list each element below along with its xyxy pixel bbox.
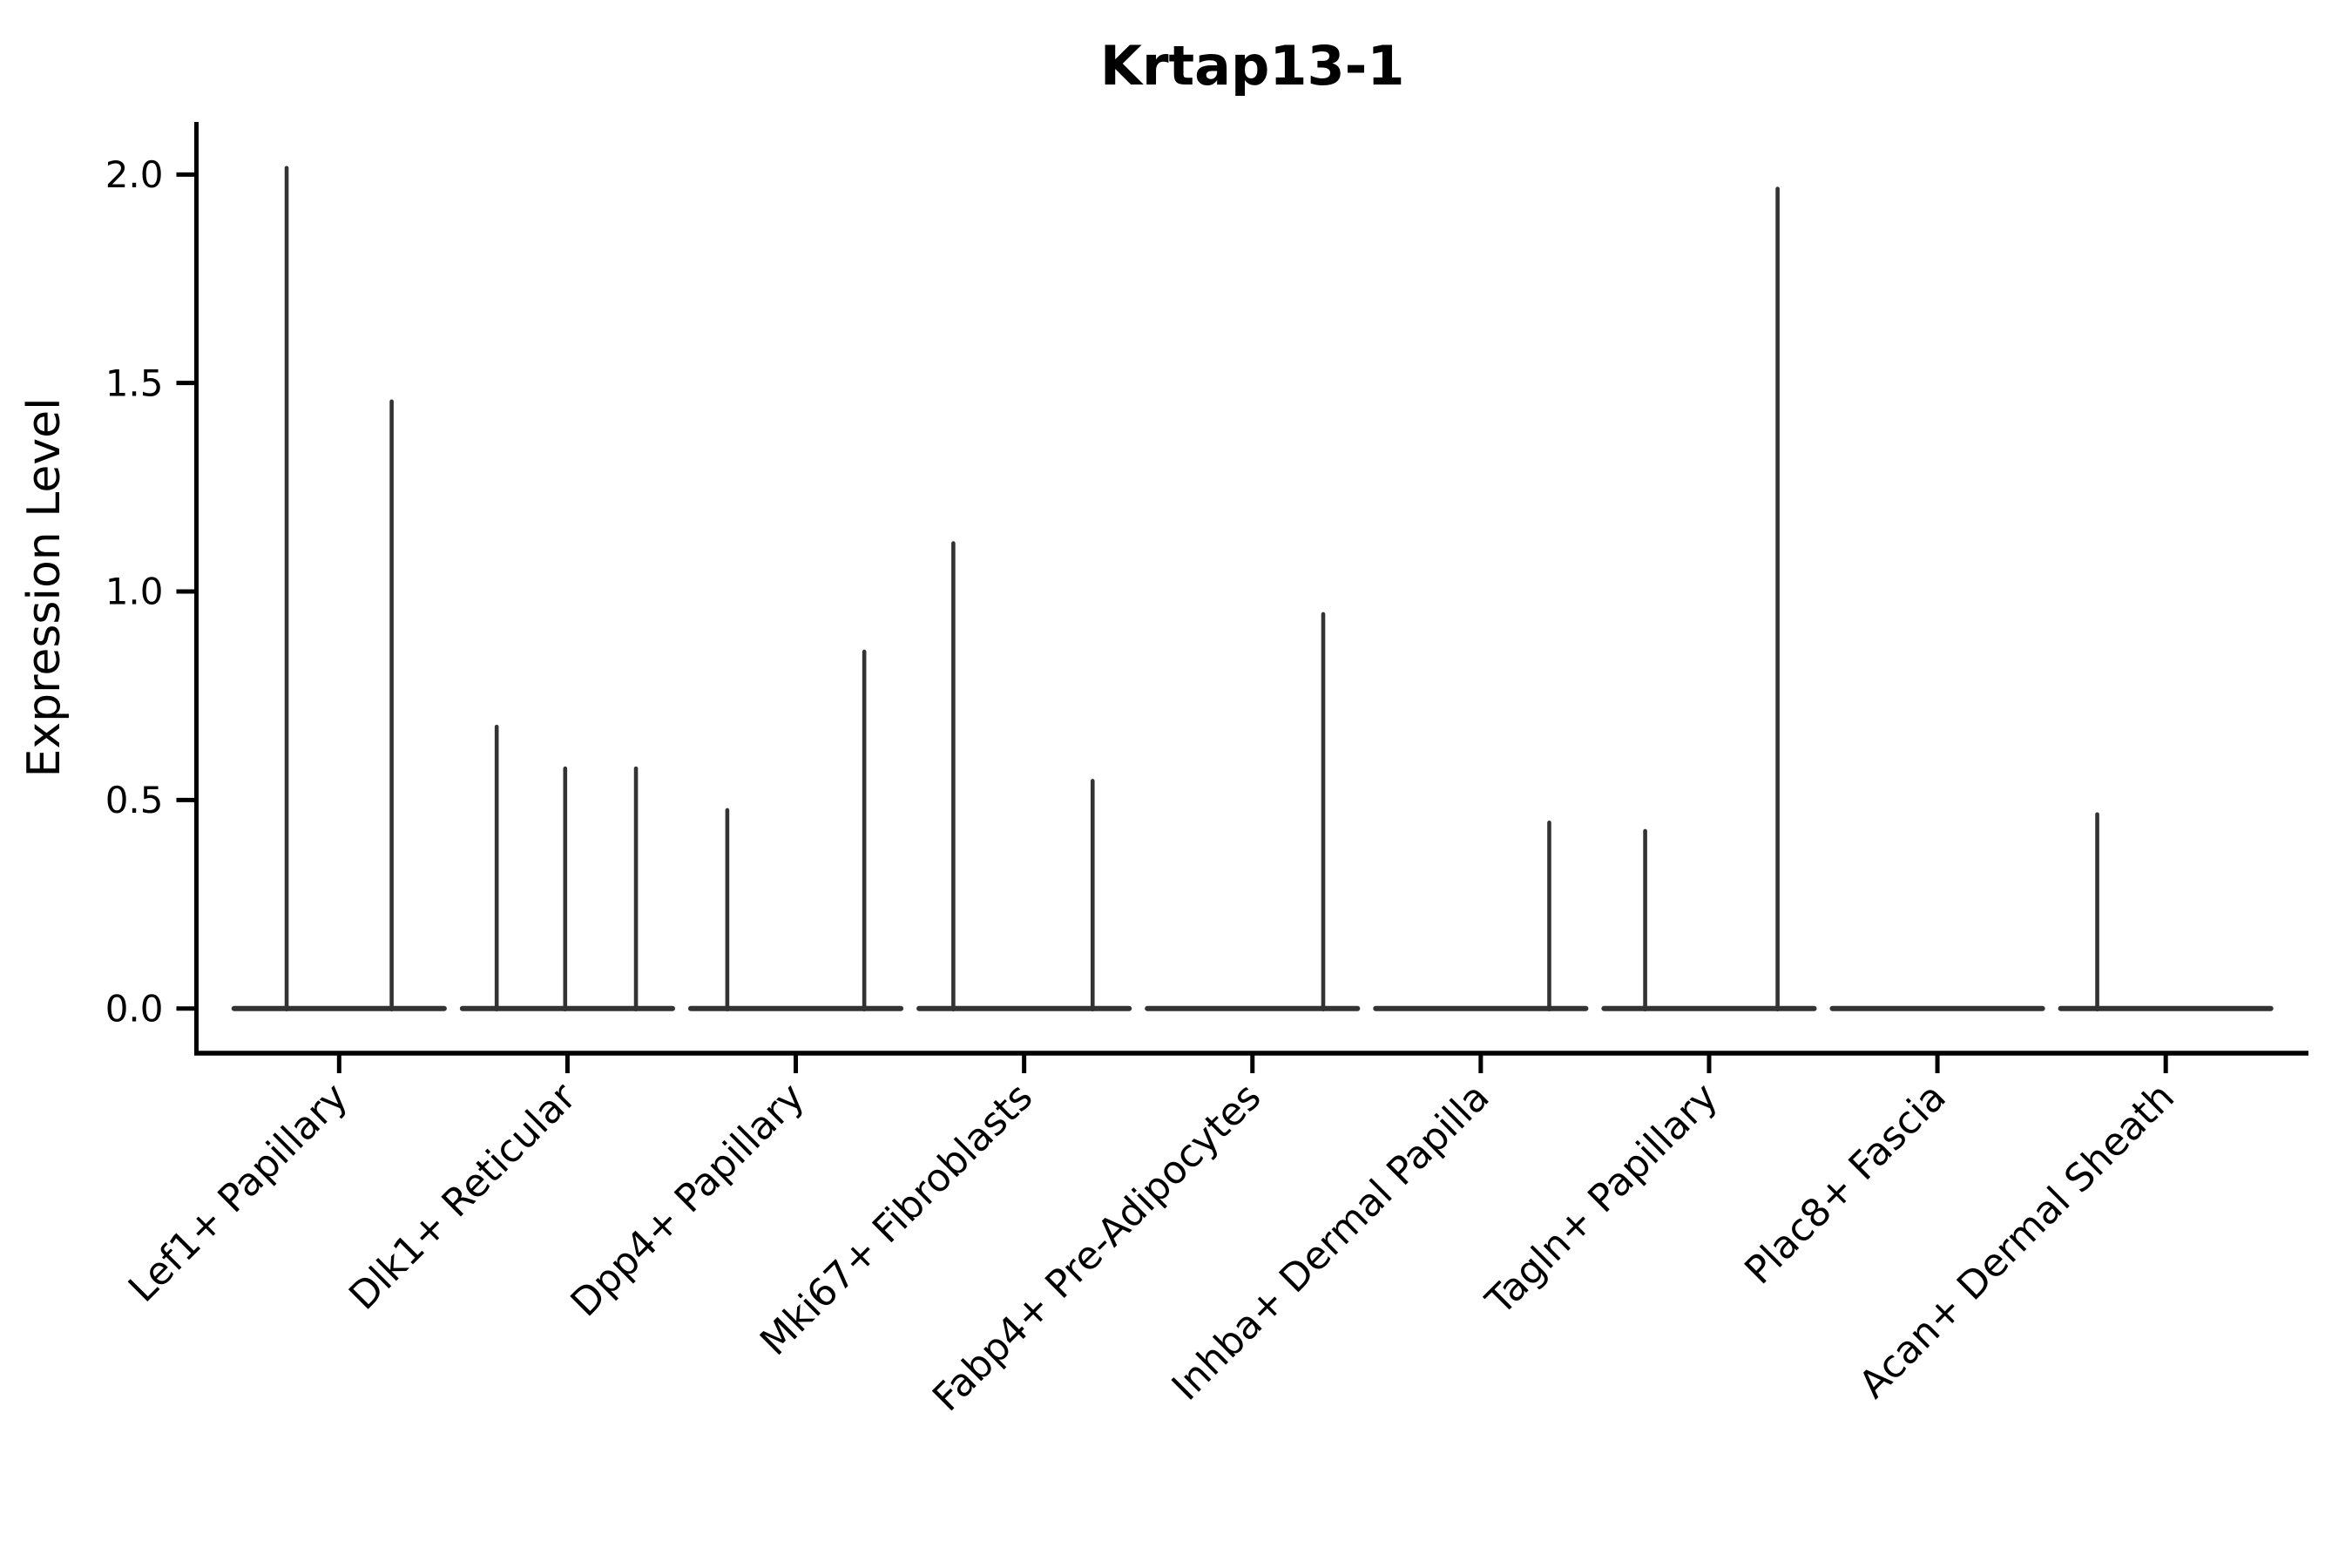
- y-tick-label: 1.5: [105, 362, 164, 404]
- y-tick-label: 1.0: [105, 571, 164, 613]
- chart-title: Krtap13-1: [1100, 34, 1405, 98]
- x-tick-label: Lef1+ Papillary: [120, 1075, 356, 1311]
- y-tick-label: 2.0: [105, 153, 164, 196]
- y-tick-label: 0.5: [105, 779, 164, 821]
- x-tick-label: Plac8+ Fascia: [1736, 1075, 1955, 1294]
- x-tick-label: Dpp4+ Papillary: [563, 1075, 814, 1326]
- x-tick-label: Tagln+ Papillary: [1477, 1075, 1727, 1324]
- x-tick-label: Dlk1+ Reticular: [341, 1074, 585, 1319]
- y-tick-label: 0.0: [105, 987, 164, 1030]
- y-axis-label: Expression Level: [18, 397, 71, 777]
